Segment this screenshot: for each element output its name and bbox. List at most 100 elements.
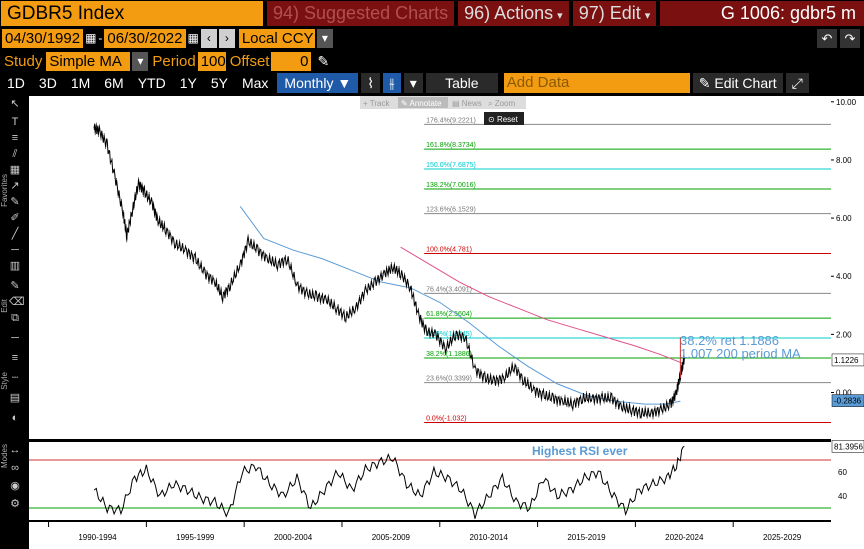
candle-chart-icon[interactable]: ⫳	[383, 73, 401, 93]
zoom-tool[interactable]: ⌕ Zoom	[488, 99, 515, 108]
last-value-box	[831, 353, 864, 367]
palette-icon[interactable]: ◉	[10, 480, 20, 492]
annotation-ma200: 1.007 200 period MA	[680, 346, 801, 361]
table-button[interactable]: Table	[425, 73, 498, 93]
x-tick-label: 2025-2029	[763, 533, 802, 542]
study-select[interactable]: Simple MA	[46, 51, 131, 71]
chart-title: G 1006: gdbr5 m	[660, 1, 864, 26]
period-label: Period	[152, 52, 196, 70]
offset-label: Offset	[229, 52, 270, 70]
last-value-label: 1.1226	[834, 356, 859, 365]
fib-label: 61.8%(2.5604)	[426, 311, 472, 318]
weight-icon[interactable]: ≡	[11, 352, 19, 364]
ma-200-line	[400, 246, 683, 364]
ma-100-line	[239, 206, 681, 405]
gear-icon[interactable]: ⚙	[10, 498, 20, 510]
track-tool[interactable]: + Track	[363, 99, 390, 108]
range-1d[interactable]: 1D	[7, 75, 25, 91]
chevron-down-icon: ▾	[557, 10, 563, 22]
toolbar: 1D 3D 1M 6M YTD 1Y 5Y Max Monthly ▼ ⌇ ⫳ …	[0, 72, 864, 94]
end-date-input[interactable]: 06/30/2022	[104, 28, 186, 48]
fib-label: 0.0%(-1.032)	[426, 415, 466, 422]
fib-label: 100.0%(4.781)	[426, 247, 472, 254]
prev-arrow-icon[interactable]: ‹	[200, 28, 217, 48]
grid-icon[interactable]: ▦	[9, 164, 21, 176]
pointer-icon[interactable]: ↖	[10, 98, 20, 110]
next-arrow-icon[interactable]: ›	[218, 28, 235, 48]
link-icon[interactable]: ∞	[11, 462, 19, 474]
x-tick-label: 1995-1999	[176, 533, 215, 542]
frequency-select[interactable]: Monthly ▼	[277, 73, 359, 93]
text-icon[interactable]: T	[11, 116, 19, 128]
offset-input[interactable]: 0	[271, 51, 312, 71]
expand-icon[interactable]: ⤢	[785, 73, 809, 93]
actions-menu[interactable]: 96) Actions ▾	[458, 1, 569, 26]
redo-icon[interactable]: ↷	[840, 28, 860, 48]
fib-label: 50.0%(1.8745)	[426, 331, 472, 338]
title-bar: GDBR5 Index 94) Suggested Charts 96) Act…	[0, 0, 864, 27]
last-value-label: -0.2836	[834, 397, 862, 406]
range-1y[interactable]: 1Y	[179, 75, 197, 91]
pencil-icon[interactable]: ✎	[10, 196, 20, 208]
date-separator: -	[98, 31, 103, 45]
undo-icon[interactable]: ↶	[817, 28, 837, 48]
fib-label: 161.8%(8.3734)	[426, 142, 476, 149]
x-tick-label: 1990-1994	[78, 533, 117, 542]
calendar-icon[interactable]: ▦	[187, 31, 199, 45]
fib-label: 76.4%(3.4091)	[426, 286, 472, 293]
fill-icon[interactable]: ▤	[9, 392, 21, 404]
y-tick-label: 2.00	[836, 330, 852, 339]
bars-icon[interactable]: ▥	[9, 260, 21, 272]
channel-icon[interactable]: ⫽	[12, 148, 18, 160]
hline-icon[interactable]: ─	[11, 244, 19, 256]
period-input[interactable]: 100	[197, 51, 226, 71]
price-chart[interactable]: 176.4%(9.2221) 161.8%(8.3734) 150.0%(7.687…	[0, 94, 864, 549]
x-tick-label: 2005-2009	[372, 533, 411, 542]
line-chart-icon[interactable]: ⌇	[361, 73, 381, 93]
trendline-icon[interactable]: ╱	[11, 228, 19, 240]
range-6m[interactable]: 6M	[104, 75, 124, 91]
y-tick-label: 10.00	[836, 98, 857, 107]
line-style-icon[interactable]: ─	[11, 332, 19, 344]
brush-icon[interactable]: ✐	[10, 212, 20, 224]
fib-label: 38.2%(1.1886)	[426, 351, 472, 358]
suggested-charts-button[interactable]: 94) Suggested Charts	[267, 1, 455, 26]
currency-select[interactable]: Local CCY	[238, 28, 315, 48]
range-1m[interactable]: 1M	[70, 75, 91, 91]
chevron-down-icon[interactable]: ▾	[316, 28, 333, 48]
x-tick-label: 2020-2024	[665, 533, 704, 542]
range-ytd[interactable]: YTD	[137, 75, 166, 91]
chevron-down-icon[interactable]: ▾	[403, 73, 423, 93]
fib-label: 123.6%(6.1529)	[426, 207, 476, 214]
range-5y[interactable]: 5Y	[210, 75, 228, 91]
fib-icon[interactable]: ≡	[11, 132, 19, 144]
date-row: 04/30/1992 ▦ - 06/30/2022 ▦ ‹ › Local CC…	[0, 27, 864, 49]
reset-button[interactable]	[484, 112, 524, 125]
copy-icon[interactable]: ⧉	[11, 312, 19, 324]
y-tick-label: 0.00	[836, 388, 852, 397]
news-tool[interactable]: ▤ News	[452, 99, 482, 108]
rsi-tick-label: 60	[838, 468, 847, 477]
edit-chart-button[interactable]: ✎ Edit Chart	[692, 73, 783, 93]
add-data-input[interactable]: Add Data	[503, 73, 690, 93]
annotate-tool[interactable]	[398, 97, 448, 108]
draw-icon[interactable]: ✎	[10, 280, 20, 292]
start-date-input[interactable]: 04/30/1992	[2, 28, 84, 48]
chevron-down-icon: ▾	[644, 10, 651, 22]
edit-chart-label: Edit Chart	[714, 75, 777, 91]
main-plot-area[interactable]	[29, 96, 831, 439]
range-3d[interactable]: 3D	[38, 75, 57, 91]
range-max[interactable]: Max	[241, 75, 269, 91]
color-icon[interactable]: ◐	[11, 412, 19, 424]
eraser-icon[interactable]: ⌫	[9, 296, 25, 308]
arrow-up-icon[interactable]: ↗	[10, 180, 20, 192]
ticker-field[interactable]: GDBR5 Index	[1, 1, 263, 26]
annotation-rsi: Highest RSI ever	[532, 444, 628, 458]
chevron-down-icon[interactable]: ▾	[132, 51, 149, 71]
edit-menu[interactable]: 97) Edit ▾	[572, 1, 657, 26]
calendar-icon[interactable]: ▦	[85, 31, 97, 45]
mode-icon[interactable]: ↔	[9, 444, 21, 456]
dash-icon[interactable]: ┄	[11, 372, 19, 384]
x-tick-label: 2010-2014	[470, 533, 509, 542]
pencil-icon[interactable]: ✎	[317, 52, 330, 69]
